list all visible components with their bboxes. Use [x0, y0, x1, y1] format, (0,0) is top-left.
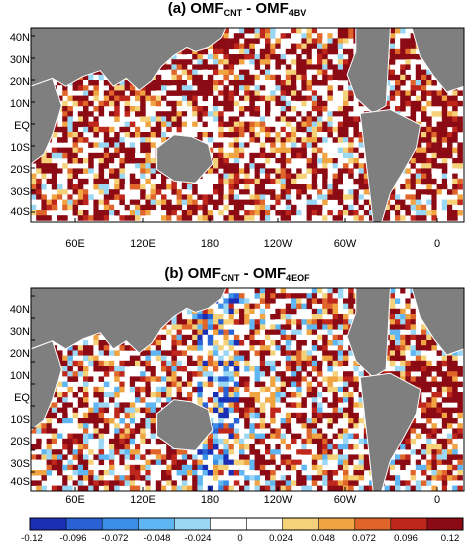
colorbar-swatch — [102, 518, 139, 530]
lat-label: 40N — [9, 32, 30, 44]
lat-label: 10S — [10, 142, 30, 154]
colorbar-tick-label: 0.12 — [440, 533, 460, 544]
colorbar-swatch — [354, 518, 391, 530]
colorbar-tick-label: -0.024 — [184, 533, 212, 544]
lat-label: 40S — [10, 476, 30, 488]
lat-label: 10S — [10, 414, 30, 426]
lat-label: 20N — [9, 76, 30, 88]
colorbar-tick-label: -0.048 — [143, 533, 171, 544]
colorbar-tick-label: 0.048 — [311, 533, 335, 544]
lat-label: EQ — [14, 120, 30, 132]
lon-label: 60E — [65, 238, 85, 250]
colorbar-tick-label: 0.024 — [269, 533, 293, 544]
colorbar-swatch — [210, 518, 247, 530]
lon-label: 60W — [333, 494, 357, 506]
colorbar-swatch — [390, 518, 427, 530]
lat-label: 10N — [9, 370, 30, 382]
lat-label: 10N — [9, 98, 30, 110]
lon-label: 120W — [263, 238, 293, 250]
colorbar-swatch — [426, 518, 463, 530]
lon-label: 180 — [200, 238, 220, 250]
lon-label: 120E — [130, 494, 156, 506]
lat-label: 20S — [10, 436, 30, 448]
colorbar-tick-label: -0.072 — [101, 533, 129, 544]
lon-label: 0 — [433, 238, 441, 250]
colorbar-tick-label: -0.096 — [59, 533, 87, 544]
colorbar-tick-label: 0.072 — [352, 533, 376, 544]
panel-b-map — [30, 287, 465, 492]
lat-label: 30S — [10, 458, 30, 470]
colorbar-tick-label: 0.096 — [394, 533, 418, 544]
lat-label: EQ — [14, 392, 30, 404]
lon-label: 180 — [200, 494, 220, 506]
colorbar-swatch — [30, 518, 67, 530]
lon-label: 0 — [433, 494, 441, 506]
lat-label: 40N — [9, 304, 30, 316]
colorbar-swatch — [174, 518, 211, 530]
lat-label: 30N — [9, 326, 30, 338]
lat-label: 30N — [9, 54, 30, 66]
panel-a-title: (a) OMFCNT - OMF4BV — [167, 0, 307, 18]
lat-label: 20S — [10, 164, 30, 176]
panel-b-title: (b) OMFCNT - OMF4EOF — [164, 265, 310, 283]
lat-label: 20N — [9, 348, 30, 360]
colorbar-swatch — [138, 518, 175, 530]
panel-a-map — [30, 27, 465, 223]
lon-label: 60E — [65, 494, 85, 506]
lat-label: 40S — [10, 206, 30, 218]
colorbar-swatch — [246, 518, 283, 530]
lon-label: 60W — [333, 238, 357, 250]
colorbar-swatch — [66, 518, 103, 530]
colorbar-tick-label: 0 — [237, 533, 243, 544]
lat-label: 30S — [10, 186, 30, 198]
colorbar-swatch — [282, 518, 319, 530]
lon-label: 120E — [130, 238, 156, 250]
lon-label: 120W — [263, 494, 293, 506]
colorbar-swatch — [318, 518, 355, 530]
colorbar — [29, 517, 464, 531]
colorbar-tick-label: -0.12 — [21, 533, 43, 544]
